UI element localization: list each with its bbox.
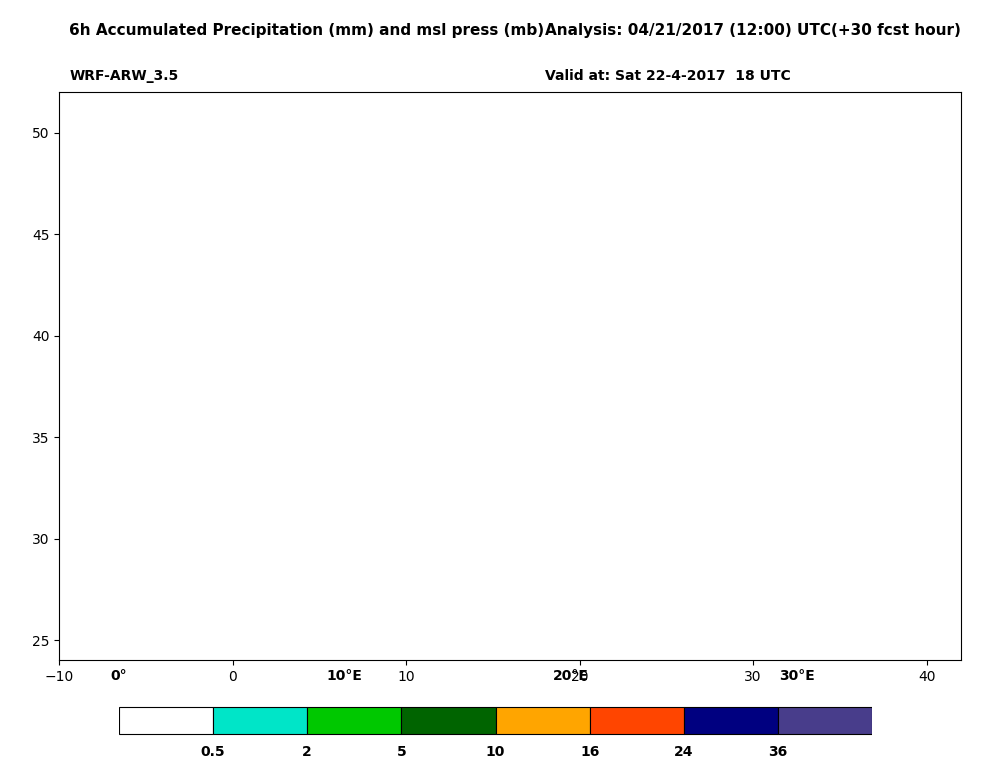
Text: WRF-ARW_3.5: WRF-ARW_3.5 bbox=[69, 69, 178, 83]
Bar bbox=[307, 707, 401, 734]
Bar bbox=[778, 707, 872, 734]
Text: 36: 36 bbox=[768, 745, 788, 759]
Text: 6h Accumulated Precipitation (mm) and msl press (mb): 6h Accumulated Precipitation (mm) and ms… bbox=[69, 23, 544, 38]
Bar bbox=[684, 707, 778, 734]
Text: Valid at: Sat 22-4-2017  18 UTC: Valid at: Sat 22-4-2017 18 UTC bbox=[545, 69, 791, 83]
Text: 24: 24 bbox=[674, 745, 694, 759]
Text: Analysis: 04/21/2017 (12:00) UTC(+30 fcst hour): Analysis: 04/21/2017 (12:00) UTC(+30 fcs… bbox=[545, 23, 961, 38]
Text: 10: 10 bbox=[486, 745, 505, 759]
Text: 10°E: 10°E bbox=[327, 669, 363, 684]
Text: 16: 16 bbox=[580, 745, 600, 759]
Bar bbox=[496, 707, 590, 734]
Text: 0.5: 0.5 bbox=[201, 745, 225, 759]
Bar bbox=[213, 707, 307, 734]
Bar bbox=[401, 707, 496, 734]
Bar bbox=[590, 707, 684, 734]
Text: 20°E: 20°E bbox=[553, 669, 589, 684]
Text: 0°: 0° bbox=[111, 669, 127, 684]
Bar bbox=[119, 707, 213, 734]
Text: 5: 5 bbox=[396, 745, 406, 759]
Text: 2: 2 bbox=[302, 745, 312, 759]
Text: 30°E: 30°E bbox=[779, 669, 815, 684]
